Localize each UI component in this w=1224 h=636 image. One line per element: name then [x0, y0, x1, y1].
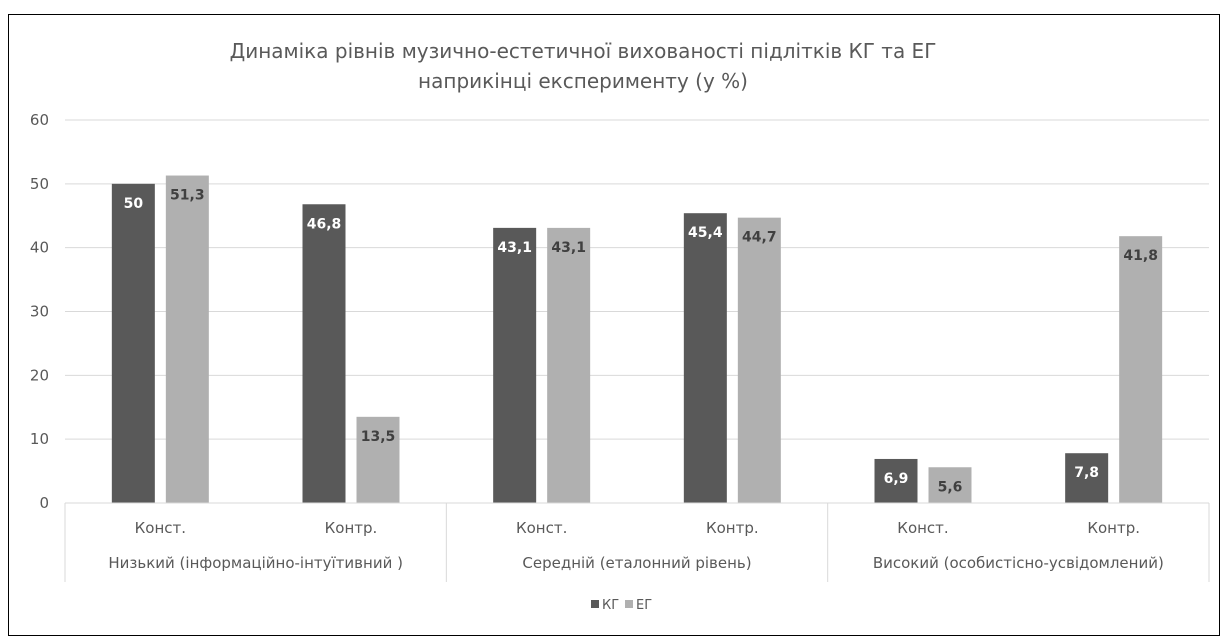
- bar-eg: [1119, 236, 1163, 503]
- chart-frame: Динаміка рівнів музично-естетичної вихов…: [8, 14, 1220, 636]
- x-group-label: Високий (особистісно-усвідомлений): [873, 554, 1164, 572]
- data-label: 43,1: [551, 240, 586, 256]
- data-label: 46,8: [307, 216, 342, 232]
- bar-eg: [356, 416, 400, 503]
- x-group-label: Середній (еталонний рівень): [522, 554, 751, 572]
- bar-kg: [1065, 453, 1109, 503]
- bar-chart: Динаміка рівнів музично-естетичної вихов…: [30, 39, 1210, 613]
- bar-eg: [737, 217, 781, 504]
- legend-label: КГ: [602, 598, 619, 613]
- x-category-label: Конст.: [135, 519, 186, 537]
- data-label: 41,8: [1123, 248, 1158, 264]
- x-group-label: Низький (інформаційно-інтуїтивний ): [108, 554, 403, 572]
- bar-eg: [928, 467, 972, 503]
- chart-title-line-1: Динаміка рівнів музично-естетичної вихов…: [230, 39, 937, 63]
- bar-kg: [683, 213, 727, 504]
- y-tick-label: 10: [30, 430, 49, 448]
- y-tick-label: 60: [30, 111, 49, 129]
- bar-kg: [302, 204, 346, 503]
- x-category-label: Контр.: [1087, 519, 1140, 537]
- data-label: 7,8: [1074, 465, 1099, 481]
- x-category-label: Контр.: [325, 519, 378, 537]
- legend-label: ЕГ: [636, 598, 652, 613]
- y-tick-label: 50: [30, 175, 49, 193]
- legend-swatch-eg: [625, 600, 633, 608]
- bar-kg: [874, 458, 918, 503]
- bar-kg: [111, 183, 155, 504]
- bar-kg: [493, 227, 537, 503]
- x-category-label: Конст.: [897, 519, 948, 537]
- bar-eg: [547, 227, 591, 503]
- chart-title-line-2: наприкінці експерименту (у %): [418, 69, 748, 93]
- data-label: 50: [124, 196, 144, 212]
- y-tick-label: 20: [30, 366, 49, 384]
- data-label: 45,4: [688, 225, 723, 241]
- y-tick-label: 40: [30, 239, 49, 257]
- bar-eg: [165, 175, 209, 503]
- data-label: 13,5: [361, 429, 396, 445]
- data-label: 44,7: [742, 230, 777, 246]
- data-label: 5,6: [938, 479, 963, 495]
- legend-swatch-kg: [591, 600, 599, 608]
- y-tick-label: 30: [30, 303, 49, 321]
- x-category-label: Контр.: [706, 519, 759, 537]
- data-label: 51,3: [170, 188, 205, 204]
- y-tick-label: 0: [39, 494, 49, 512]
- x-category-label: Конст.: [516, 519, 567, 537]
- data-label: 43,1: [497, 240, 532, 256]
- data-label: 6,9: [884, 471, 909, 487]
